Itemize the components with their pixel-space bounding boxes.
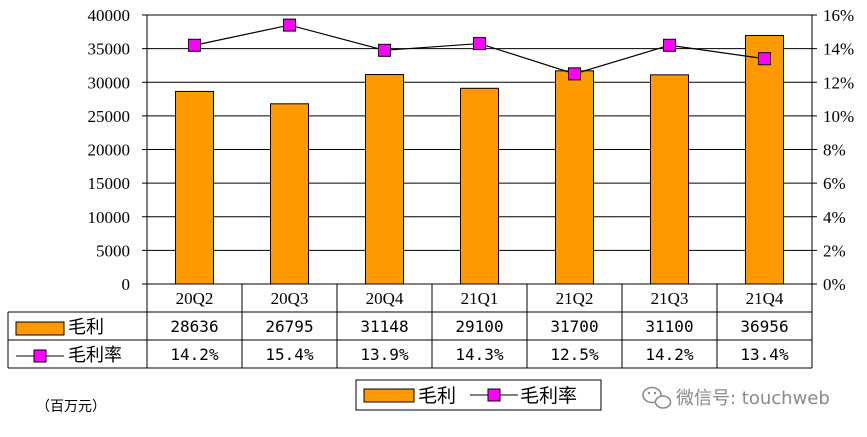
category-label: 21Q3 (651, 289, 689, 308)
y-left-tick-label: 30000 (88, 73, 131, 92)
category-label: 20Q3 (271, 289, 309, 308)
rate-value-cell: 14.2% (645, 345, 694, 364)
legend-key-bar (363, 388, 415, 403)
y-left-tick-label: 0 (122, 275, 131, 294)
rate-value-cell: 12.5% (550, 345, 599, 364)
row-label-bar: 毛利 (68, 317, 104, 338)
bar-value-cell: 31700 (550, 317, 598, 336)
y-right-tick-label: 16% (823, 6, 854, 25)
y-right-tick-label: 10% (823, 107, 854, 126)
y-right-tick-label: 2% (823, 241, 846, 260)
unit-note: （百万元） (36, 399, 106, 415)
point-21Q3 (663, 38, 676, 52)
y-right-tick-label: 4% (823, 208, 846, 227)
category-label: 21Q4 (746, 289, 784, 308)
rate-value-cell: 15.4% (265, 345, 314, 364)
y-left-tick-label: 25000 (88, 107, 131, 126)
y-right-tick-label: 8% (823, 141, 846, 160)
bar-value-cell: 28636 (170, 317, 218, 336)
bar-value-cell: 31100 (645, 317, 693, 336)
legend: 毛利 毛利率 (355, 379, 602, 411)
line-series (188, 18, 771, 81)
y-left-tick-label: 35000 (88, 40, 131, 59)
bar-20Q4 (365, 74, 404, 285)
y-left-tick-label: 40000 (88, 6, 131, 25)
point-20Q2 (188, 38, 201, 52)
y-left-tick-label: 5000 (96, 241, 130, 260)
category-label: 21Q1 (461, 289, 499, 308)
bar-21Q4 (745, 34, 784, 285)
bar-value-cell: 29100 (455, 317, 503, 336)
point-20Q4 (378, 43, 391, 57)
row-key-bar (15, 321, 65, 336)
point-20Q3 (283, 18, 296, 32)
watermark: 微信号: touchweb (642, 386, 830, 409)
rate-value-cell: 14.3% (455, 345, 504, 364)
row-key-marker (33, 349, 47, 363)
bar-21Q3 (650, 74, 689, 285)
bar-20Q2 (175, 90, 214, 285)
wechat-icon (642, 386, 672, 409)
y-right-tick-label: 6% (823, 174, 846, 193)
point-21Q1 (473, 37, 486, 51)
category-label: 20Q4 (366, 289, 404, 308)
rate-value-cell: 14.2% (170, 345, 219, 364)
bar-20Q3 (270, 103, 309, 285)
bar-value-cell: 26795 (265, 317, 313, 336)
bar-value-cell: 36956 (740, 317, 788, 336)
y-left-tick-label: 15000 (88, 174, 131, 193)
category-label: 21Q2 (556, 289, 594, 308)
data-table: 20Q2 20Q3 20Q4 21Q1 21Q2 21Q3 21Q4 28636 26795 31… (7, 283, 813, 369)
bar-value-cell: 31148 (360, 317, 408, 336)
y-right-tick-label: 0% (823, 275, 846, 294)
y-left-tick-label: 20000 (88, 141, 131, 160)
legend-label-bar: 毛利 (418, 385, 456, 407)
category-label: 20Q2 (176, 289, 214, 308)
y-left-ticks: 0 5000 10000 15000 20000 25000 30000 35000 40000 (88, 6, 147, 294)
rate-value-cell: 13.9% (360, 345, 409, 364)
rate-value-cell: 13.4% (740, 345, 789, 364)
bar-21Q1 (460, 87, 499, 285)
point-21Q4 (758, 52, 771, 66)
legend-key-marker (487, 388, 501, 402)
watermark-text: 微信号: touchweb (676, 388, 830, 409)
y-right-tick-label: 12% (823, 73, 854, 92)
row-label-rate: 毛利率 (68, 345, 122, 366)
y-right-tick-label: 14% (823, 40, 854, 59)
y-right-ticks: 0% 2% 4% 6% 8% 10% 12% 14% 16% (812, 6, 854, 294)
legend-label-rate: 毛利率 (520, 385, 577, 407)
y-left-tick-label: 10000 (88, 208, 131, 227)
point-21Q2 (568, 67, 581, 81)
bar-series (175, 34, 784, 285)
bar-21Q2 (555, 70, 594, 285)
